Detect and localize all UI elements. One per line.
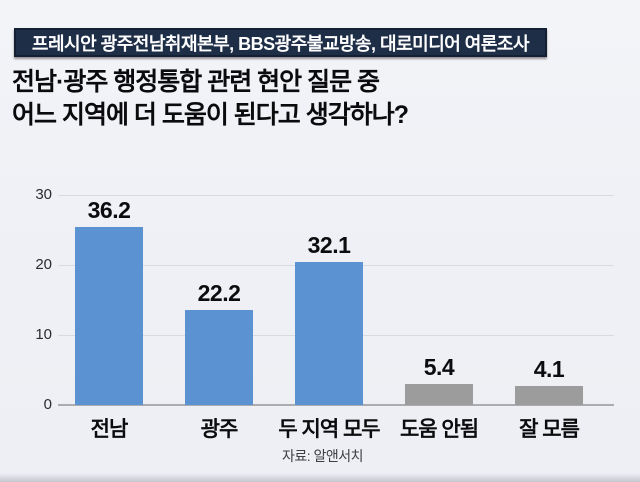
bar-value-label: 5.4 xyxy=(423,354,455,380)
chart-title-line1: 전남·광주 행정통합 관련 현안 질문 중 xyxy=(12,68,380,96)
y-axis-tick-label: 30 xyxy=(35,186,52,203)
bar-value-label: 32.1 xyxy=(307,232,351,259)
source-note: 자료: 알앤서치 xyxy=(281,448,364,464)
x-axis-label: 전남 xyxy=(90,418,129,441)
bottom-shadow xyxy=(0,473,640,482)
x-axis-label: 잘 모름 xyxy=(519,418,580,441)
bar-잘 모름 xyxy=(515,386,583,405)
survey-banner-text: 프레시안 광주전남취재본부, BBS광주불교방송, 대로미디어 여론조사 xyxy=(31,33,530,54)
x-axis-label: 두 지역 모두 xyxy=(278,418,380,441)
gridline xyxy=(58,195,614,196)
chart-title: 전남·광주 행정통합 관련 현안 질문 중 어느 지역에 더 도움이 된다고 생… xyxy=(12,66,409,132)
x-axis-line xyxy=(58,404,614,406)
y-axis-tick-label: 0 xyxy=(43,396,52,413)
bar-전남 xyxy=(75,227,143,405)
bar-value-label: 36.2 xyxy=(87,197,131,224)
y-axis-tick-label: 10 xyxy=(35,326,52,343)
bar-광주 xyxy=(185,309,253,405)
bar-value-label: 22.2 xyxy=(197,279,241,306)
chart-title-line2: 어느 지역에 더 도움이 된다고 생각하나? xyxy=(12,101,409,129)
x-axis-label: 도움 안됨 xyxy=(399,418,479,441)
bar-도움 안됨 xyxy=(405,384,473,405)
y-axis-tick-label: 20 xyxy=(35,256,52,273)
x-axis-label: 광주 xyxy=(200,418,239,441)
bar-value-label: 4.1 xyxy=(533,356,565,383)
bar-두 지역 모두 xyxy=(295,262,363,405)
survey-banner: 프레시안 광주전남취재본부, BBS광주불교방송, 대로미디어 여론조사 xyxy=(14,28,547,57)
